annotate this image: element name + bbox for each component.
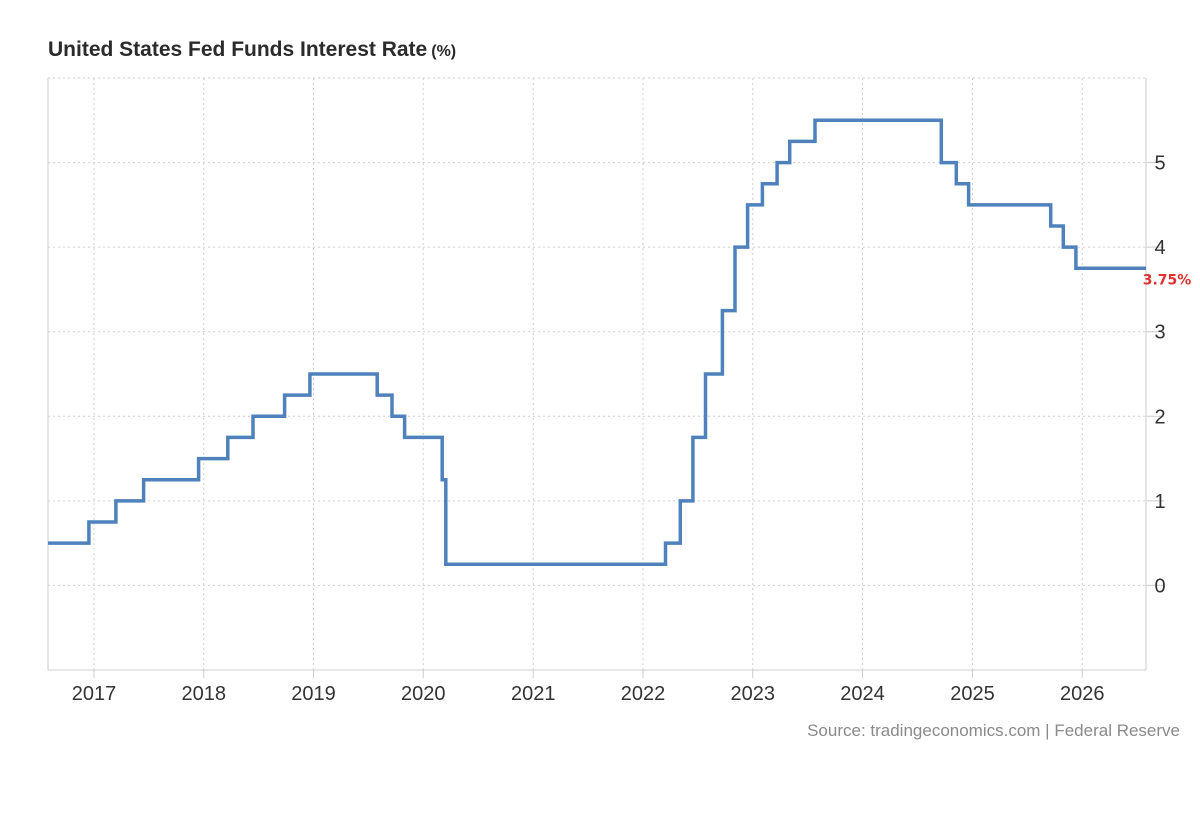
source-note: Source: tradingeconomics.com | Federal R… [807,721,1180,740]
chart-title-unit: (%) [431,43,457,60]
y-tick-label: 3 [1154,322,1165,344]
series-layer [48,118,1146,567]
last-value-label: 3.75% [1143,272,1192,288]
x-tick-label: 2025 [950,683,995,705]
x-tick-label: 2018 [181,683,226,705]
gridlines [48,77,1146,670]
x-tick-label: 2024 [840,683,885,705]
y-tick-label: 4 [1154,237,1165,259]
x-tick-label: 2026 [1060,683,1105,705]
x-tick-label: 2023 [730,683,775,705]
y-axis-ticks: 0 1 2 3 4 5 [1146,153,1166,597]
x-tick-label: 2022 [621,683,666,705]
x-tick-label: 2020 [401,683,446,705]
x-axis-ticks: 2017 2018 2019 2020 2021 2022 2023 2024 2025 2026 [72,670,1105,705]
x-tick-label: 2019 [291,683,336,705]
y-tick-label: 5 [1154,153,1165,175]
y-tick-label: 1 [1154,491,1165,513]
chart-title: United States Fed Funds Interest Rate (%) [48,38,456,62]
x-tick-label: 2021 [511,683,556,705]
rate-series-line [48,118,1146,567]
label-layer: 3.75% [1143,272,1192,288]
axes [47,78,1147,671]
chart-title-text: United States Fed Funds Interest Rate [48,38,428,61]
x-tick-label: 2017 [72,683,117,705]
y-tick-label: 2 [1154,406,1165,428]
y-tick-label: 0 [1154,575,1165,597]
